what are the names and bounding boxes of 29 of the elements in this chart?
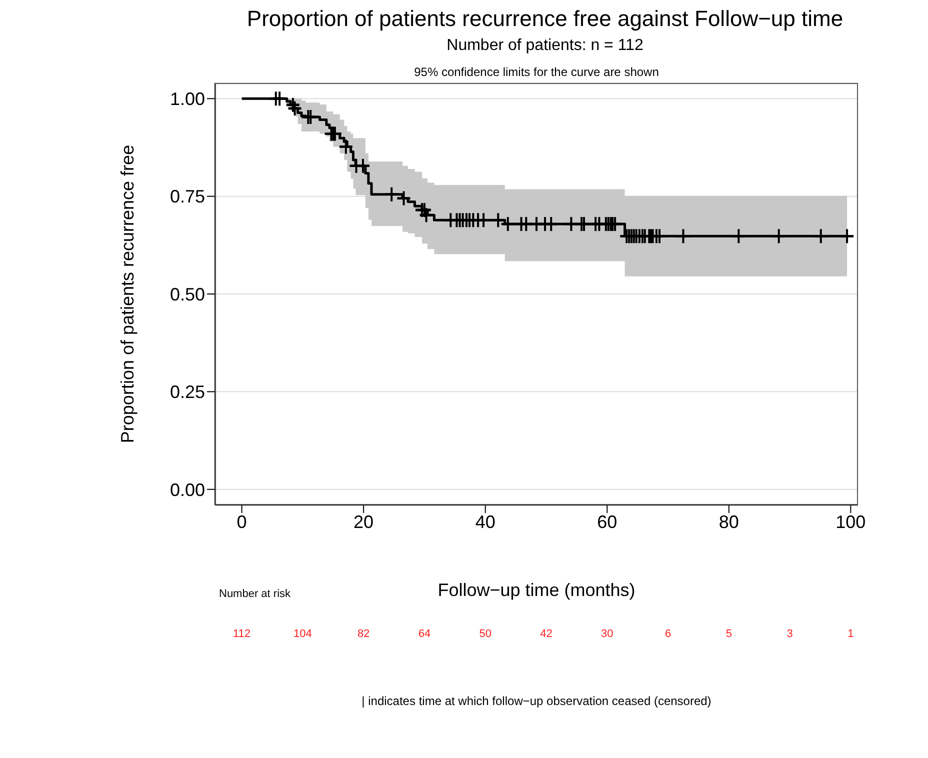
x-tick-label: 100 bbox=[836, 512, 866, 532]
text: 5 bbox=[724, 628, 733, 640]
text: 30 bbox=[600, 628, 614, 640]
y-tick-label: 0.75 bbox=[170, 186, 205, 207]
y-tick-label: 0.00 bbox=[170, 480, 205, 500]
x-tick-label: 80 bbox=[718, 512, 739, 532]
text: 6 bbox=[664, 628, 672, 640]
text: 104 bbox=[292, 628, 313, 640]
text: 42 bbox=[539, 628, 554, 640]
x-tick-label: 40 bbox=[475, 512, 496, 532]
text: Number at risk bbox=[219, 588, 291, 600]
x-axis-title: Follow−up time (months) bbox=[438, 580, 636, 600]
chart-title: Proportion of patients recurrence free against Follow−up time bbox=[246, 6, 844, 32]
text: 3 bbox=[786, 628, 794, 640]
text: 50 bbox=[478, 628, 492, 640]
text: | indicates time at which follow−up observation ceased (censored) bbox=[360, 694, 712, 708]
text: 112 bbox=[232, 628, 252, 640]
chart-subtitle: Number of patients: n = 112 bbox=[446, 37, 644, 55]
text: 1 bbox=[846, 628, 855, 640]
y-tick-label: 0.25 bbox=[170, 382, 205, 402]
text: 95% confidence limits for the curve are shown bbox=[413, 65, 660, 79]
x-tick-label: 0 bbox=[236, 512, 247, 532]
text: 64 bbox=[417, 628, 432, 640]
y-axis-title: Proportion of patients recurrence free bbox=[118, 144, 138, 444]
x-tick-label: 60 bbox=[597, 512, 618, 532]
y-tick-label: 1.00 bbox=[170, 89, 205, 110]
text: 82 bbox=[356, 628, 371, 640]
y-tick-label: 0.50 bbox=[170, 284, 205, 304]
x-tick-label: 20 bbox=[354, 512, 374, 532]
